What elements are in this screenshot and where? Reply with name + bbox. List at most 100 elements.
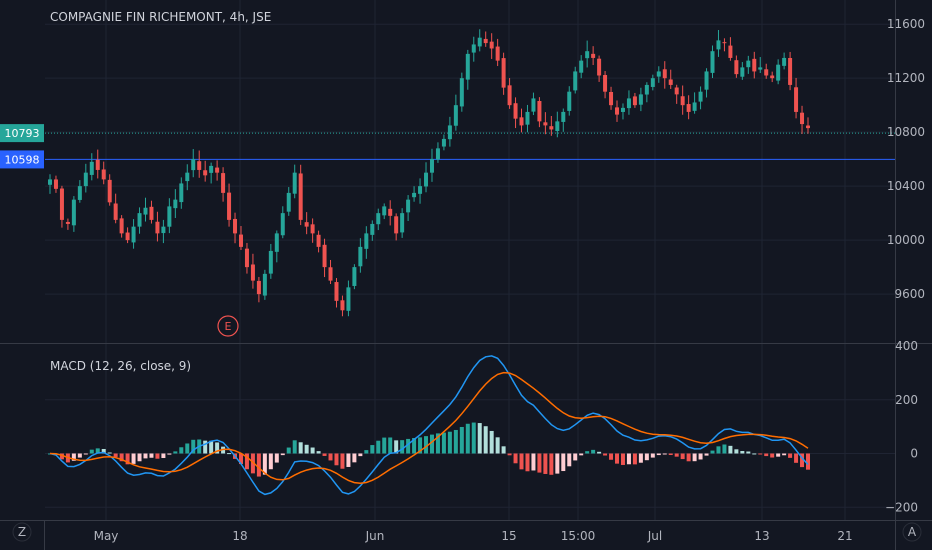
macd-histogram-bar: [716, 446, 721, 454]
macd-histogram-bar: [424, 436, 429, 454]
macd-histogram-bar: [662, 453, 667, 455]
candle-body: [465, 53, 470, 80]
macd-histogram-bar: [483, 426, 488, 454]
candle-body: [328, 267, 333, 281]
macd-histogram-bar: [555, 453, 560, 474]
macd-histogram-bar: [418, 437, 423, 454]
candle-body: [71, 199, 76, 226]
candle-body: [770, 75, 775, 79]
candle-body: [388, 208, 393, 216]
candle-body: [334, 282, 339, 301]
candle-body: [537, 100, 542, 122]
candle-body: [692, 102, 697, 111]
macd-histogram-bar: [107, 452, 112, 454]
candle-body: [155, 221, 160, 234]
candle-body: [95, 159, 100, 170]
macd-histogram-bar: [71, 453, 76, 461]
candle-body: [788, 57, 793, 85]
candle-body: [477, 37, 482, 47]
candle-body: [113, 203, 118, 220]
candle-body: [507, 85, 512, 106]
macd-histogram-bar: [776, 453, 781, 457]
candle-body: [400, 213, 405, 233]
macd-histogram-bar: [632, 453, 637, 465]
candle-body: [668, 79, 673, 85]
macd-histogram-bar: [101, 448, 106, 454]
macd-histogram-bar: [244, 453, 249, 470]
candle-body: [418, 186, 423, 194]
price-tick-label: 9600: [894, 287, 925, 301]
candle-body: [800, 112, 805, 125]
price-axis[interactable]: 9600 10000 10400 10800 11200 11600: [887, 17, 925, 301]
macd-histogram-bar: [806, 453, 810, 470]
macd-histogram-bar: [752, 453, 757, 455]
macd-histogram-bar: [394, 440, 399, 454]
macd-histogram-bar: [286, 447, 291, 454]
candle-body: [806, 125, 810, 129]
macd-histogram-bar: [435, 433, 440, 454]
candle-body: [591, 53, 596, 58]
macd-histogram-bar: [597, 451, 602, 454]
candle-body: [710, 51, 715, 73]
macd-histogram-bar: [650, 453, 655, 458]
macd-tick-label: 400: [895, 339, 918, 353]
price-level-label: 10598: [5, 153, 40, 166]
candle-body: [89, 161, 94, 175]
macd-histogram-bar: [656, 453, 661, 456]
macd-histogram-bar: [119, 453, 124, 462]
candle-body: [77, 186, 82, 200]
macd-histogram-bar: [579, 453, 584, 456]
earnings-event-marker[interactable]: [217, 315, 239, 337]
zoom-toggle-button[interactable]: Z: [18, 525, 26, 539]
macd-histogram-bar: [794, 453, 799, 463]
candle-body: [615, 107, 620, 115]
price-tick-label: 10400: [887, 179, 925, 193]
candle-body: [191, 159, 196, 171]
candle-body: [280, 213, 285, 236]
macd-histogram-bar: [256, 453, 261, 477]
candle-body: [101, 169, 106, 180]
candle-body: [662, 69, 667, 79]
time-tick-label: Jun: [365, 529, 385, 543]
macd-histogram-bar: [644, 453, 649, 461]
earnings-event-label: E: [225, 320, 232, 333]
candle-body: [531, 98, 536, 112]
macd-histogram-bar: [698, 453, 703, 460]
candle-body: [519, 117, 524, 126]
candle-body: [406, 199, 411, 213]
macd-histogram-bar: [113, 453, 118, 457]
macd-histogram-bar: [316, 451, 321, 454]
candle-body: [758, 67, 763, 70]
macd-histogram-bar: [638, 453, 643, 463]
candle-body: [561, 111, 566, 122]
macd-histogram-bar: [501, 446, 506, 454]
candle-body: [197, 161, 202, 170]
macd-histogram-bar: [400, 440, 405, 454]
macd-histogram-bar: [406, 438, 411, 454]
candle-body: [173, 199, 178, 209]
candle-body: [573, 71, 578, 91]
macd-histogram-bar: [161, 453, 166, 459]
chart-title: COMPAGNIE FIN RICHEMONT, 4h, JSE: [50, 10, 271, 24]
candle-body: [274, 233, 279, 252]
macd-histogram-bar: [507, 453, 512, 456]
macd-histogram-bar: [209, 440, 214, 454]
candle-body: [125, 232, 130, 241]
macd-axis[interactable]: 400 200 0 −200: [885, 339, 918, 514]
macd-histogram-bar: [340, 453, 345, 469]
candle-body: [453, 105, 458, 126]
candle-body: [626, 98, 631, 109]
price-tick-label: 10000: [887, 233, 925, 247]
time-tick-label: 13: [754, 529, 769, 543]
candle-body: [424, 172, 429, 187]
price-level-badge: [0, 150, 44, 169]
auto-scale-button[interactable]: A: [908, 525, 917, 539]
candle-body: [59, 188, 64, 220]
macd-histogram-bar: [549, 453, 554, 475]
time-axis[interactable]: May 18 Jun 15 15:00 Jul 13 21: [94, 529, 853, 543]
candle-body: [256, 280, 261, 295]
candle-body: [597, 58, 602, 76]
macd-histogram-bar: [203, 440, 208, 454]
